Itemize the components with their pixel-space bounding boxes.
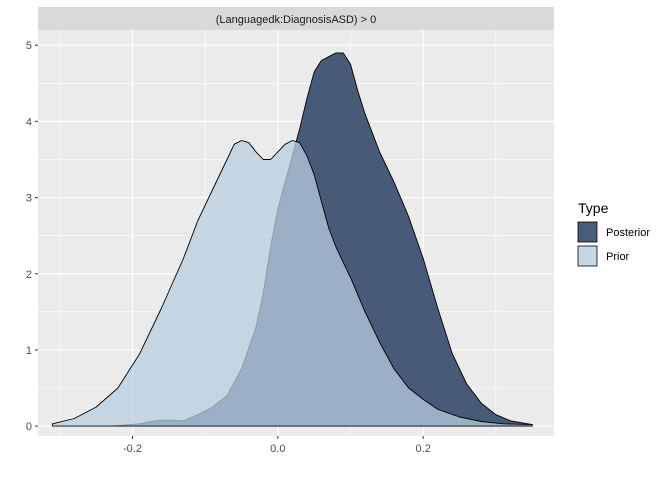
y-tick-label: 0 (26, 421, 32, 433)
legend-key-posterior (577, 221, 598, 243)
facet-label: (Languagedk:DiagnosisASD) > 0 (216, 14, 377, 26)
density-area-prior (52, 140, 533, 427)
x-tick-label: 0.2 (416, 443, 431, 455)
y-axis: 0 1 2 3 4 5 (26, 40, 38, 433)
y-tick-label: 1 (26, 345, 32, 357)
legend: Type Posterior Prior (577, 200, 650, 267)
y-tick-label: 4 (26, 116, 32, 128)
x-axis: -0.2 0.0 0.2 (123, 436, 431, 455)
y-tick-label: 5 (26, 40, 32, 52)
facet-strip (38, 7, 554, 30)
legend-label-posterior: Posterior (606, 227, 650, 239)
legend-key-prior (577, 245, 598, 267)
x-tick-label: 0.0 (270, 443, 285, 455)
density-areas (52, 52, 533, 427)
legend-title: Type (578, 200, 609, 216)
x-tick-label: -0.2 (123, 443, 142, 455)
legend-label-prior: Prior (606, 251, 630, 263)
y-tick-label: 2 (26, 269, 32, 281)
y-tick-label: 3 (26, 193, 32, 205)
